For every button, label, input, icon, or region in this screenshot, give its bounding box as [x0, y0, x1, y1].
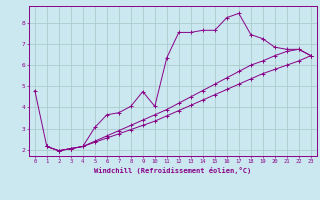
X-axis label: Windchill (Refroidissement éolien,°C): Windchill (Refroidissement éolien,°C): [94, 167, 252, 174]
